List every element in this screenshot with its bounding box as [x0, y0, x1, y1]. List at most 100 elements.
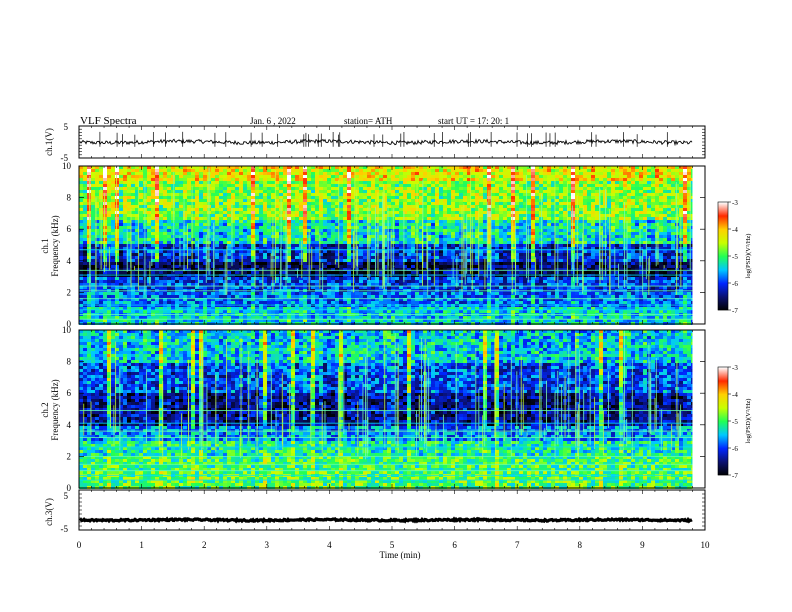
ch1-spectrogram-cell — [199, 250, 203, 253]
ch1-spectrogram-cell — [119, 247, 123, 250]
ch1-spectrogram-cell — [135, 259, 139, 262]
ch1-spectrogram-cell — [431, 181, 435, 184]
ch1-spectrogram-cell — [283, 187, 287, 190]
ch1-spectrogram-cell — [383, 253, 387, 256]
ch1-spectrogram-cell — [211, 286, 215, 289]
ch1-spectrogram-cell — [179, 196, 183, 199]
ch1-spectrogram-cell — [111, 268, 115, 271]
ch1-spectrogram-cell — [135, 223, 139, 226]
ch1-spectrogram-cell — [291, 262, 295, 265]
ch1-spectrogram-cell — [343, 241, 347, 244]
ch1-spectrogram-cell — [335, 250, 339, 253]
ch1-spectrogram-cell — [395, 226, 399, 229]
ch1-spectrogram-cell — [431, 259, 435, 262]
ch1-spectrogram-cell — [119, 319, 123, 322]
ch1-spectrogram-cell — [331, 223, 335, 226]
ch1-spectrogram-cell — [299, 175, 303, 178]
ch1-spectrogram-cell — [235, 295, 239, 298]
ch1-spectrogram-cell — [243, 310, 247, 313]
ch1-spectrogram-cell — [379, 211, 383, 214]
ch1-spectrogram-cell — [431, 244, 435, 247]
ch1-spectrogram-cell — [139, 268, 143, 271]
ch1-spectrogram-cell — [159, 193, 163, 196]
ch1-spectrogram-cell — [351, 274, 355, 277]
ch1-spectrogram-cell — [427, 220, 431, 223]
ch1-spectrogram-cell — [283, 193, 287, 196]
ch1-spectrogram-cell — [335, 244, 339, 247]
ch1-spectrogram-cell — [127, 319, 131, 322]
ch1-spectrogram-cell — [383, 268, 387, 271]
ch1-spectrogram-cell — [407, 280, 411, 283]
ch1-spectrogram-cell — [259, 316, 263, 319]
ch1-spectrogram-cell — [99, 178, 103, 181]
ch1-spectrogram-cell — [215, 217, 219, 220]
ch1-spectrogram-cell — [187, 172, 191, 175]
ch1-spectrogram-cell — [259, 235, 263, 238]
ch1-spectrogram-cell — [215, 175, 219, 178]
ch1-spectrogram-cell — [163, 277, 167, 280]
ch1-spectrogram-cell — [123, 217, 127, 220]
ch1-spectrogram-cell — [363, 280, 367, 283]
ch1-spectrogram-cell — [227, 211, 231, 214]
ch1-spectrogram-cell — [327, 217, 331, 220]
ch1-spectrogram-cell — [179, 193, 183, 196]
ch1-spectrogram-cell — [323, 286, 327, 289]
ch1-spectrogram-cell — [355, 166, 359, 169]
ch1-spectrogram-cell — [247, 280, 251, 283]
ch1-spectrogram-cell — [287, 235, 291, 238]
ch1-spectrogram-cell — [319, 262, 323, 265]
ch1-spectrogram-cell — [407, 178, 411, 181]
ch1-spectrogram-cell — [295, 256, 299, 259]
ch1-spectrogram-cell — [407, 235, 411, 238]
ch1-spectrogram-cell — [355, 319, 359, 322]
ch1-spectrogram-cell — [351, 238, 355, 241]
ch1-spectrogram-cell — [263, 298, 267, 301]
ch1-spectrogram-cell — [111, 220, 115, 223]
ch1-spectrogram-cell — [327, 202, 331, 205]
ch1-spectrogram-cell — [167, 283, 171, 286]
ch1-spectrogram-cell — [291, 226, 295, 229]
ch1-spectrogram-cell — [315, 229, 319, 232]
ch1-spectrogram-cell — [175, 226, 179, 229]
ch1-spectrogram-cell — [159, 196, 163, 199]
ch1-spectrogram-cell — [175, 232, 179, 235]
ch1-spectrogram-cell — [331, 277, 335, 280]
ch1-spectrogram-cell — [331, 220, 335, 223]
ch1-spectrogram-cell — [435, 310, 439, 313]
ch1-spectrogram-cell — [407, 190, 411, 193]
ch1-spectrogram-cell — [343, 235, 347, 238]
ch1-spectrogram-cell — [383, 211, 387, 214]
ch1-spectrogram-cell — [151, 250, 155, 253]
ch1-spectrogram-cell — [191, 175, 195, 178]
ch1-spectrogram-cell — [347, 226, 351, 229]
ch1-spectrogram-cell — [91, 184, 95, 187]
ch1-spectrogram-cell — [175, 283, 179, 286]
ch1-spectrogram-cell — [235, 172, 239, 175]
ch1-spectrogram-cell — [407, 181, 411, 184]
ch1-spectrogram-cell — [159, 298, 163, 301]
ch1-spectrogram-cell — [299, 223, 303, 226]
ch1-spectrogram-cell — [83, 226, 87, 229]
ch1-spectrogram-cell — [351, 169, 355, 172]
ch1-spectrogram-cell — [351, 316, 355, 319]
ch1-spectrogram-cell — [363, 319, 367, 322]
ch1-spectrogram-cell — [91, 298, 95, 301]
ch1-spectrogram-cell — [215, 286, 219, 289]
ch1-spectrogram-cell — [403, 256, 407, 259]
ch1-spectrogram-cell — [391, 301, 395, 304]
ch1-spectrogram-cell — [427, 217, 431, 220]
ch1-spectrogram-cell — [399, 217, 403, 220]
ch1-spectrogram-cell — [131, 172, 135, 175]
ch1-spectrogram-cell — [427, 277, 431, 280]
ch1-spectrogram-cell — [211, 310, 215, 313]
ch1-spectrogram-cell — [91, 193, 95, 196]
ch1-spectrogram-cell — [131, 250, 135, 253]
ch1-spectrogram-cell — [111, 277, 115, 280]
ch1-spectrogram-cell — [139, 220, 143, 223]
ch1-spectrogram-cell — [251, 304, 255, 307]
ch1-spectrogram-cell — [139, 196, 143, 199]
ch1-spectrogram-cell — [311, 280, 315, 283]
ch1-spectrogram-cell — [323, 235, 327, 238]
ch1-spectrogram-cell — [111, 244, 115, 247]
ch1-spectrogram-cell — [191, 265, 195, 268]
